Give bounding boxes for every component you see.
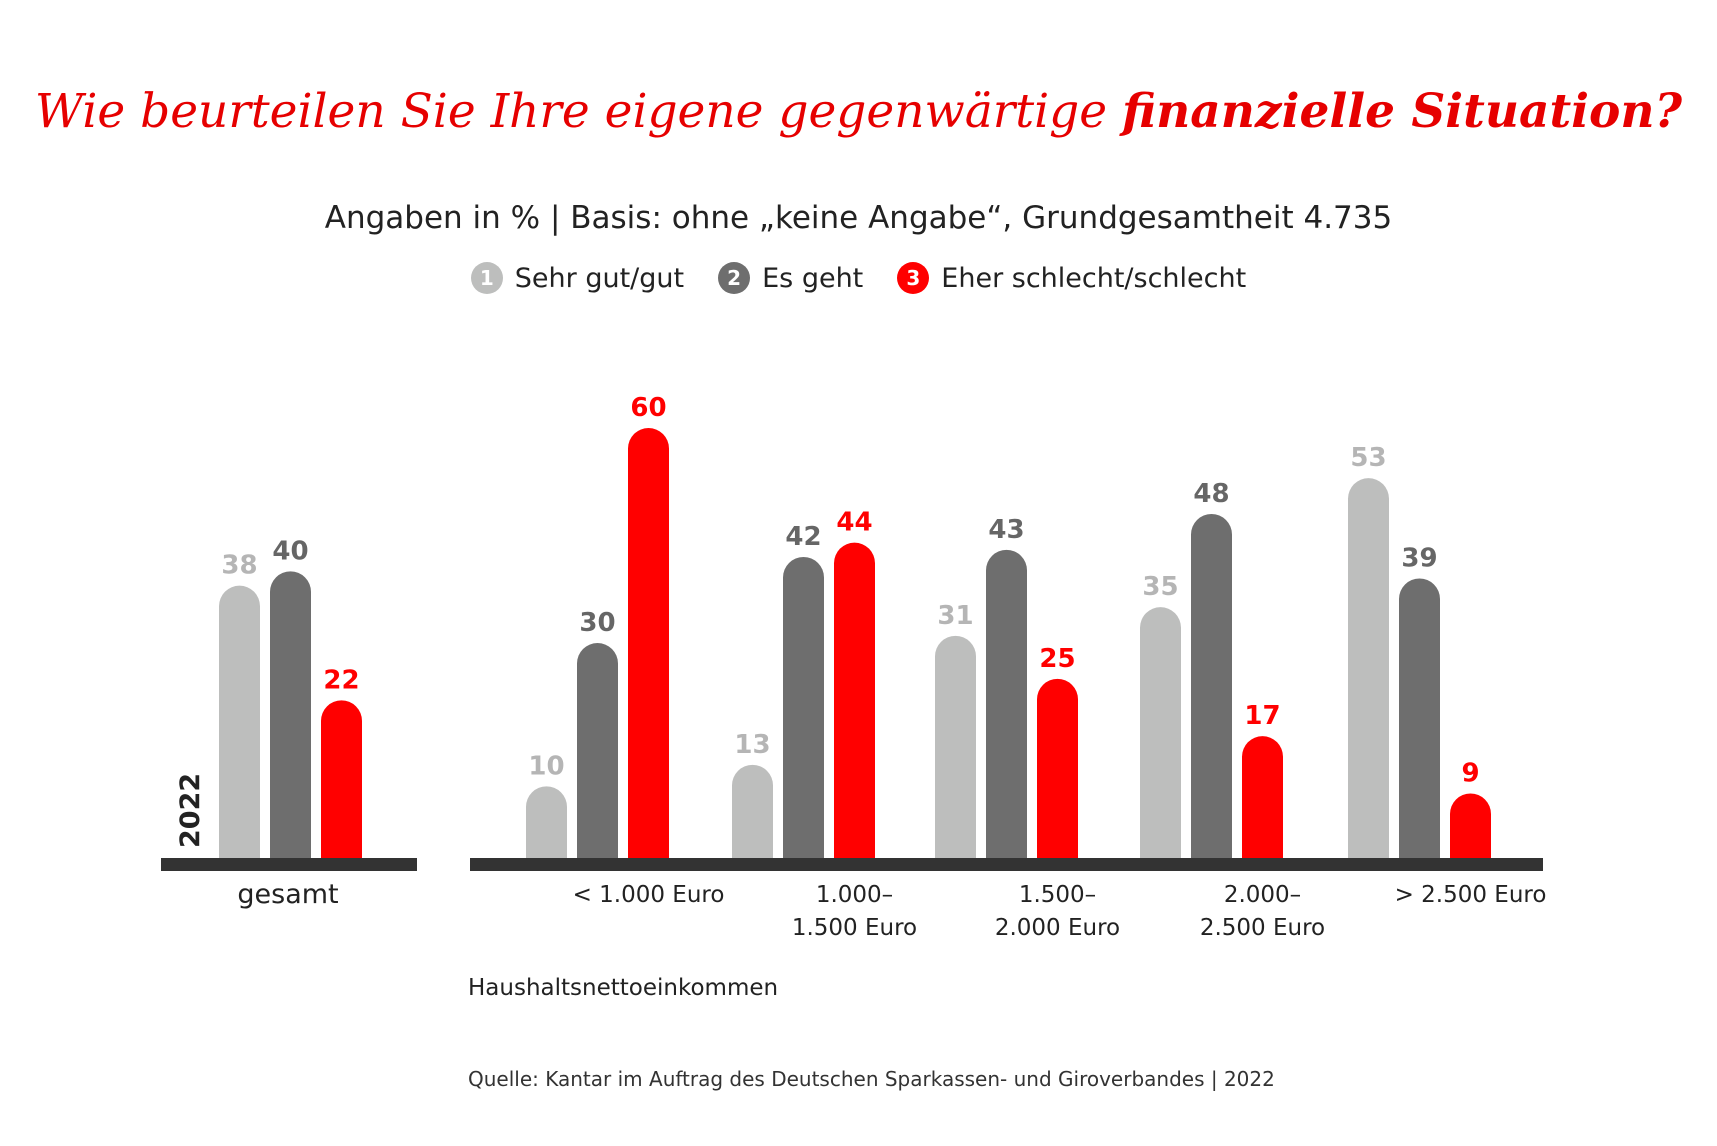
legend-marker-1: 1 xyxy=(470,262,503,294)
data-label-1-1: 38 xyxy=(221,551,257,581)
bar-3-1 xyxy=(321,700,362,858)
bar-2-5 xyxy=(1191,514,1232,858)
category-label-4-line-2: 2.000 Euro xyxy=(995,915,1120,941)
bar-2-3 xyxy=(783,557,824,858)
category-label-4-line-1: 1.500– xyxy=(1019,882,1096,908)
legend-label-2: Es geht xyxy=(762,262,864,294)
data-label-2-1: 40 xyxy=(272,536,308,566)
data-label-3-5: 17 xyxy=(1244,701,1280,731)
data-label-3-4: 25 xyxy=(1039,644,1075,674)
bar-2-1 xyxy=(270,571,311,858)
chart-subtitle: Angaben in % | Basis: ohne „keine Angabe… xyxy=(324,200,1393,236)
data-label-2-5: 48 xyxy=(1193,479,1229,509)
data-label-2-6: 39 xyxy=(1401,544,1437,574)
data-label-3-1: 22 xyxy=(323,665,359,695)
baseline-gesamt xyxy=(161,858,417,871)
year-label: 2022 xyxy=(175,773,206,848)
legend-marker-3: 3 xyxy=(897,262,930,294)
legend-item-1: 1 Sehr gut/gut xyxy=(470,262,685,294)
category-label-3-line-1: 1.000– xyxy=(816,882,893,908)
bar-1-3 xyxy=(732,764,773,858)
bar-3-5 xyxy=(1242,736,1283,858)
bar-1-1 xyxy=(219,585,260,858)
legend-item-2: 2 Es geht xyxy=(718,262,863,294)
category-label-5-line-1: 2.000– xyxy=(1224,882,1301,908)
data-label-1-3: 13 xyxy=(734,730,770,760)
bar-3-4 xyxy=(1037,678,1078,858)
category-label-2: < 1.000 Euro xyxy=(573,882,725,908)
legend-label-3: Eher schlecht/schlecht xyxy=(941,262,1247,294)
data-label-3-3: 44 xyxy=(836,508,872,538)
category-label-3-line-2: 1.500 Euro xyxy=(792,915,917,941)
title-regular: Wie beurteilen Sie Ihre eigene gegenwärt… xyxy=(34,84,1122,139)
data-label-2-2: 30 xyxy=(579,608,615,638)
bar-2-6 xyxy=(1399,578,1440,858)
legend-item-3: 3 Eher schlecht/schlecht xyxy=(897,262,1246,294)
bar-1-5 xyxy=(1140,607,1181,858)
category-label-6: > 2.500 Euro xyxy=(1395,882,1547,908)
legend-marker-2: 2 xyxy=(718,262,751,294)
title-bold: finanzielle Situation? xyxy=(1121,84,1683,139)
data-label-3-6: 9 xyxy=(1461,759,1479,789)
data-label-2-4: 43 xyxy=(988,515,1024,545)
source-note: Quelle: Kantar im Auftrag des Deutschen … xyxy=(468,1067,1275,1091)
chart-title: Wie beurteilen Sie Ihre eigene gegenwärt… xyxy=(0,84,1717,139)
data-label-1-5: 35 xyxy=(1142,572,1178,602)
bar-1-2 xyxy=(526,786,567,858)
bar-3-2 xyxy=(628,428,669,858)
bar-3-6 xyxy=(1450,793,1491,858)
bar-1-6 xyxy=(1348,478,1389,858)
x-axis-title: Haushaltsnettoeinkommen xyxy=(468,975,778,1001)
category-label-5-line-2: 2.500 Euro xyxy=(1200,915,1325,941)
category-label-1: gesamt xyxy=(237,879,338,910)
bar-3-3 xyxy=(834,542,875,858)
data-label-1-2: 10 xyxy=(528,751,564,781)
legend: 1 Sehr gut/gut 2 Es geht 3 Eher schlecht… xyxy=(0,262,1717,294)
bar-2-4 xyxy=(986,549,1027,858)
legend-label-1: Sehr gut/gut xyxy=(514,262,685,294)
bar-1-4 xyxy=(935,635,976,858)
baseline-income xyxy=(470,858,1543,871)
data-label-3-2: 60 xyxy=(630,393,666,423)
bar-2-2 xyxy=(577,643,618,858)
data-label-1-4: 31 xyxy=(937,601,973,631)
data-label-2-3: 42 xyxy=(785,522,821,552)
data-label-1-6: 53 xyxy=(1350,443,1386,473)
